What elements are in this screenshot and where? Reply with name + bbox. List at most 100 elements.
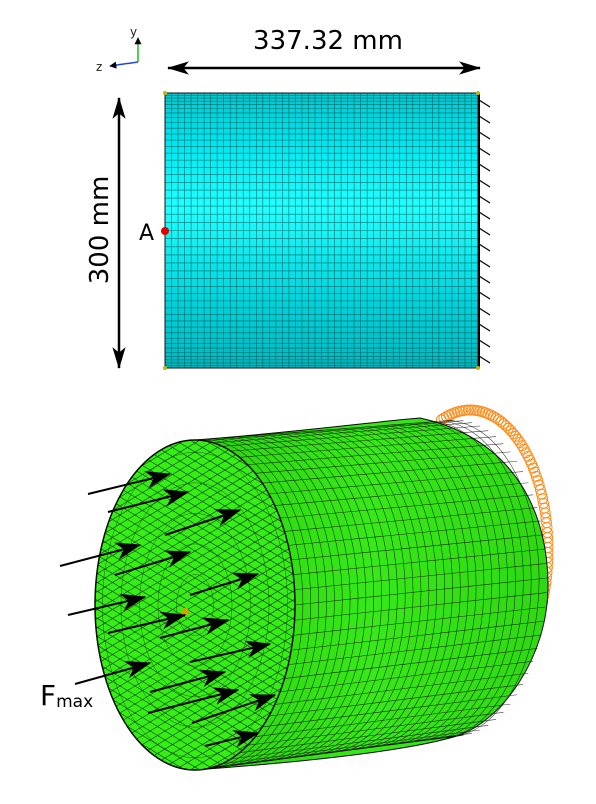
support-marker	[514, 436, 526, 448]
face-mesh-line	[95, 502, 295, 744]
iso-view: Fmax	[0, 404, 554, 804]
force-arrow	[107, 611, 187, 634]
face-mesh-line	[95, 440, 295, 627]
face-mesh-ring	[102, 451, 288, 759]
face-mesh-line	[95, 646, 295, 770]
face-mesh-line	[0, 773, 395, 804]
face-mesh-line	[95, 511, 295, 753]
support-hatch-line	[478, 131, 491, 140]
force-arrow	[189, 640, 272, 663]
face-mesh-line	[0, 782, 395, 804]
body-mesh-arc	[300, 431, 398, 757]
force-arrow	[74, 660, 152, 685]
body-mesh-arc	[259, 434, 359, 762]
support-hatch-line	[478, 179, 491, 188]
face-mesh-line	[95, 440, 295, 582]
force-label: Fmax	[40, 679, 93, 712]
face-mesh-line	[95, 440, 295, 600]
corner-marker	[476, 366, 480, 370]
face-mesh-line	[95, 574, 295, 770]
body-mesh-arc	[324, 429, 422, 754]
force-arrow	[67, 593, 147, 616]
face-mesh-line	[95, 610, 295, 770]
corner-marker	[163, 91, 167, 95]
support-hatch-line	[478, 243, 491, 252]
body-mesh-arc	[219, 437, 319, 768]
face-mesh-line	[95, 440, 295, 636]
body-mesh-arc	[357, 427, 453, 750]
face-mesh-line	[95, 592, 295, 770]
force-arrow	[107, 489, 190, 513]
face-mesh-line	[95, 440, 295, 654]
support-hatch-line	[478, 195, 491, 204]
face-mesh-ring	[176, 574, 214, 636]
face-mesh-line	[95, 457, 295, 699]
body-mesh-arc	[381, 425, 477, 746]
support-marker	[465, 404, 477, 416]
face-mesh-line	[0, 800, 395, 804]
support-hatch-line	[478, 291, 491, 300]
body-mesh-arc	[341, 428, 437, 752]
body-mesh-arc	[227, 437, 327, 767]
face-mesh-line	[95, 556, 295, 770]
axis-z-label: z	[96, 60, 102, 74]
support-marker	[487, 410, 499, 422]
force-label-subscript: max	[56, 692, 93, 712]
force-arrow	[204, 730, 260, 748]
point-a-marker	[161, 227, 169, 235]
support-hatch-line	[478, 339, 491, 348]
face-mesh-line	[95, 440, 295, 609]
corner-marker	[476, 91, 480, 95]
face-mesh-line	[95, 440, 295, 591]
force-arrow	[159, 617, 230, 639]
face-mesh-line	[95, 448, 295, 690]
z-axis-arrow	[109, 61, 139, 69]
fixed-support-hatch	[478, 99, 491, 364]
support-hatch-line	[478, 115, 491, 124]
body-mesh-arc	[203, 439, 304, 770]
support-marker	[485, 409, 497, 421]
force-arrow	[147, 687, 240, 714]
body-mesh-arc	[373, 425, 469, 747]
face-mesh-line	[95, 440, 295, 618]
face-mesh-line	[95, 619, 295, 770]
support-hatch-line	[478, 99, 491, 108]
face-mesh-line	[95, 440, 295, 564]
force-arrow	[87, 471, 172, 495]
face-mesh-line	[0, 773, 395, 804]
support-hatch-line	[478, 211, 491, 220]
width-dimension-label: 337.32 mm	[253, 26, 403, 56]
face-mesh-line	[95, 440, 295, 681]
face-mesh-line	[95, 440, 295, 663]
force-arrows	[59, 471, 277, 748]
face-mesh-line	[95, 538, 295, 770]
body-mesh-arc	[316, 430, 414, 755]
support-hatch-line	[478, 355, 491, 364]
support-hatch-line	[478, 259, 491, 268]
height-dimension-label: 300 mm	[85, 176, 115, 285]
body-mesh-arc	[308, 430, 406, 756]
body-mesh-arc	[389, 424, 485, 745]
body-mesh-arc	[446, 420, 540, 738]
face-mesh-line	[95, 493, 295, 735]
body-mesh-arc	[235, 436, 335, 765]
face-mesh-line	[95, 583, 295, 770]
support-marker	[462, 404, 474, 416]
face-mesh-line	[95, 466, 295, 708]
corner-marker	[163, 366, 167, 370]
face-mesh-line	[0, 791, 395, 804]
point-a-label: A	[139, 221, 154, 246]
axis-triad: y z	[96, 25, 142, 74]
axis-y-label: y	[130, 25, 137, 39]
face-mesh-line	[0, 791, 395, 804]
support-hatch-line	[478, 307, 491, 316]
face-mesh-line	[95, 565, 295, 770]
force-arrow	[59, 542, 142, 567]
face-mesh-line	[95, 484, 295, 726]
body-mesh-arc	[365, 426, 461, 748]
face-mesh-line	[95, 520, 295, 762]
face-mesh-line	[95, 440, 295, 672]
face-mesh-line	[95, 628, 295, 770]
support-marker	[460, 404, 472, 416]
body-mesh-arc	[438, 420, 532, 739]
